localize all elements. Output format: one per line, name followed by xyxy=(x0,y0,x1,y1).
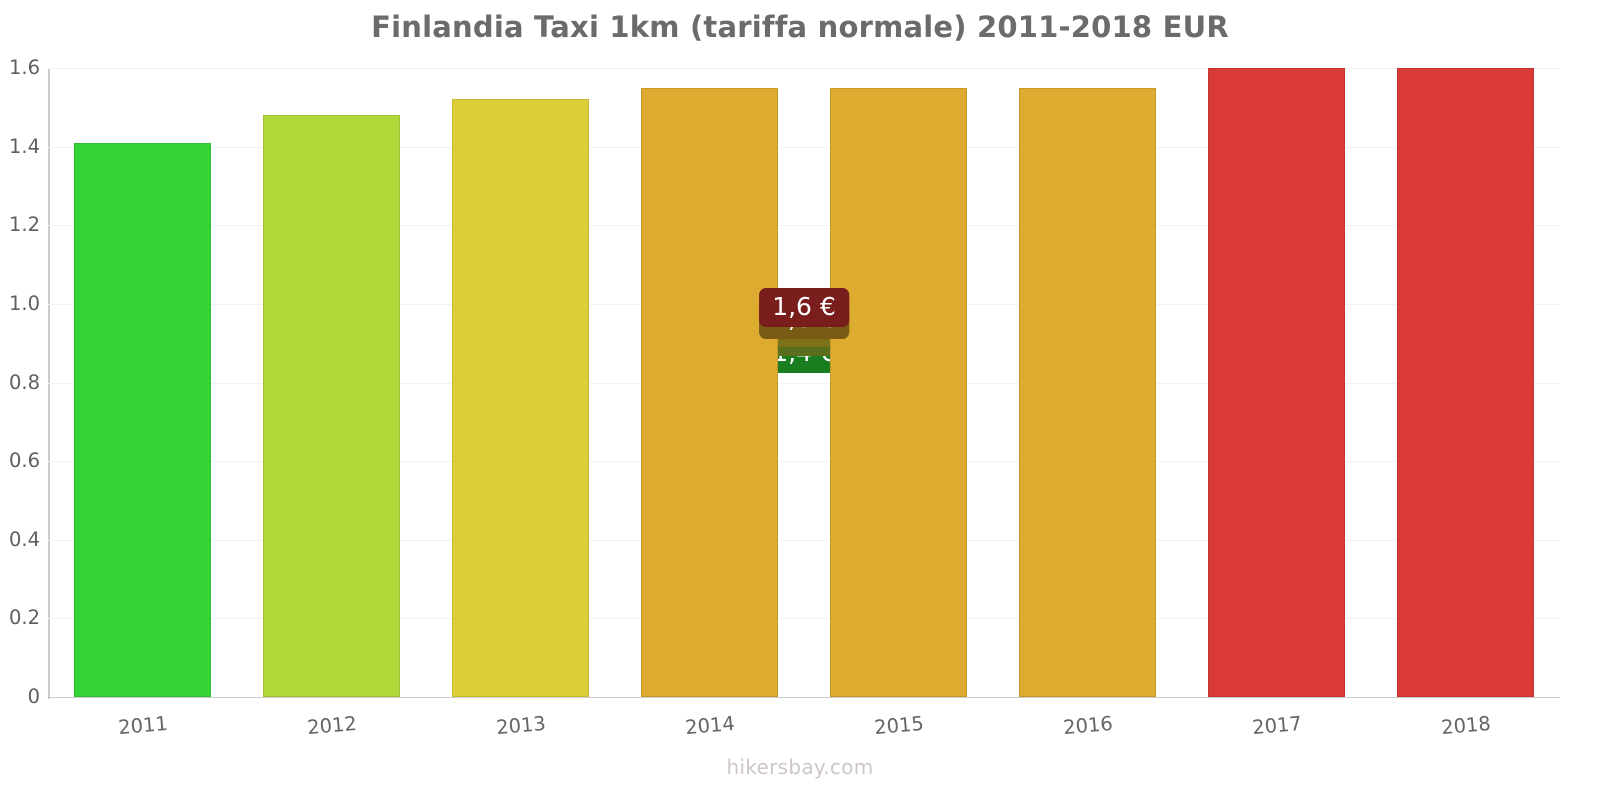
bar[interactable] xyxy=(1019,87,1156,697)
x-tick-label: 2012 xyxy=(305,711,358,740)
bar[interactable] xyxy=(263,115,400,697)
x-tick-label: 2011 xyxy=(116,711,169,740)
y-tick-label: 0.6 xyxy=(8,449,40,473)
x-tick-label: 2018 xyxy=(1439,711,1492,740)
bar[interactable] xyxy=(452,99,589,697)
bar[interactable] xyxy=(830,87,967,697)
chart-title: Finlandia Taxi 1km (tariffa normale) 201… xyxy=(371,10,1229,44)
bar[interactable] xyxy=(1397,68,1534,697)
y-tick-label: 1.2 xyxy=(8,213,40,237)
y-tick-label: 1.6 xyxy=(8,56,40,79)
x-tick-label: 2013 xyxy=(494,711,547,740)
gridline xyxy=(48,697,1560,698)
x-tick-label: 2015 xyxy=(872,711,925,740)
y-tick-label: 1.0 xyxy=(8,291,40,315)
y-tick-label: 0.4 xyxy=(8,527,40,551)
x-tick-label: 2016 xyxy=(1061,711,1114,740)
bar[interactable] xyxy=(1208,68,1345,697)
bar[interactable] xyxy=(641,87,778,697)
bar-value-label: 1,6 € xyxy=(759,288,849,328)
y-tick-label: 0 xyxy=(27,685,40,708)
y-tick-label: 0.2 xyxy=(8,606,40,630)
bars-layer: 1,4 €1,5 €1,5 €1,6 €1,6 €1,6 €1,6 €1,6 € xyxy=(48,68,1560,697)
source-watermark: hikersbay.com xyxy=(726,755,874,779)
y-tick-label: 0.8 xyxy=(8,370,40,394)
bar[interactable] xyxy=(74,142,211,697)
y-axis-line xyxy=(48,68,50,699)
x-axis-tick-labels: 2011 2012 2013 2014 2015 2016 2017 2018 xyxy=(48,700,1560,750)
plot-area: 1,4 €1,5 €1,5 €1,6 €1,6 €1,6 €1,6 €1,6 € xyxy=(48,68,1560,698)
y-tick-label: 1.4 xyxy=(8,134,40,158)
x-tick-label: 2017 xyxy=(1250,711,1303,740)
x-tick-label: 2014 xyxy=(683,711,736,740)
